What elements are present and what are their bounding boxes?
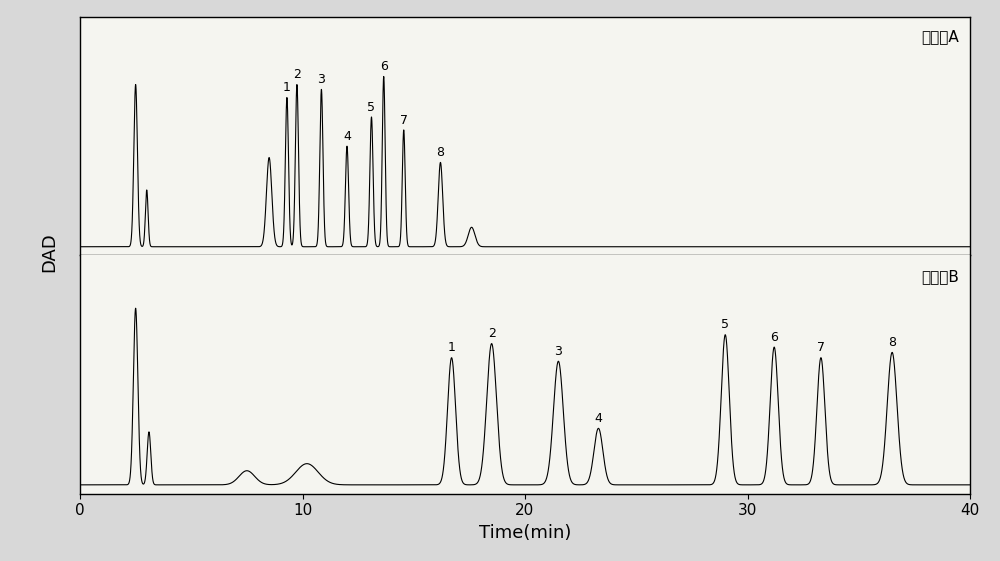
Text: 色谱柳A: 色谱柳A: [921, 29, 959, 44]
Text: 3: 3: [554, 344, 562, 358]
Text: 色谱柳B: 色谱柳B: [921, 269, 959, 284]
Text: 8: 8: [888, 336, 896, 349]
Text: 3: 3: [317, 73, 325, 86]
Text: 1: 1: [283, 81, 291, 94]
Text: 2: 2: [488, 327, 496, 340]
Text: 4: 4: [343, 130, 351, 142]
Text: 6: 6: [380, 60, 388, 73]
Text: 2: 2: [293, 68, 301, 81]
Text: 5: 5: [721, 318, 729, 331]
Text: 1: 1: [448, 341, 456, 354]
Text: 7: 7: [400, 113, 408, 127]
Text: 4: 4: [594, 412, 602, 425]
Text: 6: 6: [770, 330, 778, 343]
X-axis label: Time(min): Time(min): [479, 524, 571, 542]
Text: DAD: DAD: [40, 233, 58, 272]
Text: 8: 8: [436, 146, 444, 159]
Text: 7: 7: [817, 341, 825, 354]
Text: 5: 5: [367, 100, 375, 113]
